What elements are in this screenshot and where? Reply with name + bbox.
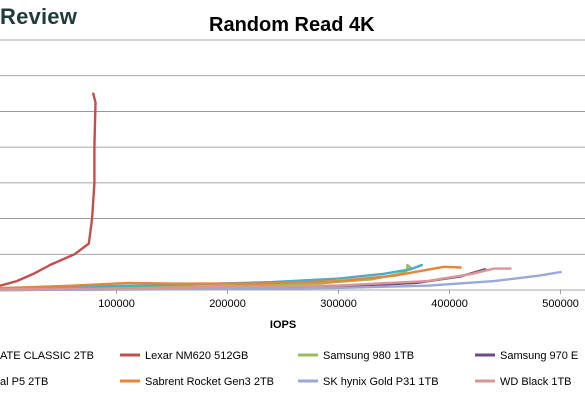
x-axis-title: IOPS	[270, 319, 296, 331]
legend-item-sk-hynix-gold-p31-1tb: SK hynix Gold P31 1TB	[298, 376, 439, 388]
gridlines	[0, 39, 585, 255]
x-tick-label: 200000	[209, 298, 246, 310]
legend-label: SK hynix Gold P31 1TB	[323, 376, 439, 388]
x-tick-label: 300000	[320, 298, 357, 310]
legend-label: WD Black 1TB	[500, 376, 572, 388]
legend-item-samsung-980-1tb: Samsung 980 1TB	[298, 350, 414, 362]
legend-item-lexar-nm620-512gb: Lexar NM620 512GB	[120, 350, 248, 362]
x-tick-label: 500000	[542, 298, 579, 310]
x-axis-ticks: 100000 200000 300000 400000 500000	[98, 290, 579, 310]
legend-item-ate-classic-2tb: ATE CLASSIC 2TB	[0, 350, 94, 362]
legend-item-wd-black-1tb: WD Black 1TB	[475, 376, 572, 388]
x-tick-label: 400000	[431, 298, 468, 310]
series-line-wd-black-1tb	[0, 267, 512, 291]
chart-title: Random Read 4K	[209, 14, 375, 36]
legend-label: ATE CLASSIC 2TB	[0, 350, 94, 362]
legend-item-samsung-970-e: Samsung 970 E	[475, 350, 578, 362]
legend-item-al-p5-2tb: al P5 2TB	[0, 376, 48, 388]
legend-item-sabrent-rocket-gen3-2tb: Sabrent Rocket Gen3 2TB	[120, 376, 274, 388]
series-line-al-p5-2tb	[0, 263, 423, 290]
legend-label: Samsung 980 1TB	[323, 350, 414, 362]
legend-label: Lexar NM620 512GB	[145, 350, 248, 362]
x-tick-label: 100000	[98, 298, 135, 310]
legend-label: al P5 2TB	[0, 376, 48, 388]
legend-label: Sabrent Rocket Gen3 2TB	[145, 376, 274, 388]
series-line-sabrent-rocket-gen3-2tb	[0, 265, 462, 290]
brand-logo-text: Review	[0, 4, 78, 29]
series-line-lexar-nm620-512gb	[0, 92, 97, 287]
legend-label: Samsung 970 E	[500, 350, 578, 362]
legend: ATE CLASSIC 2TB Lexar NM620 512GB Samsung …	[0, 350, 578, 388]
series-lines	[0, 92, 562, 292]
